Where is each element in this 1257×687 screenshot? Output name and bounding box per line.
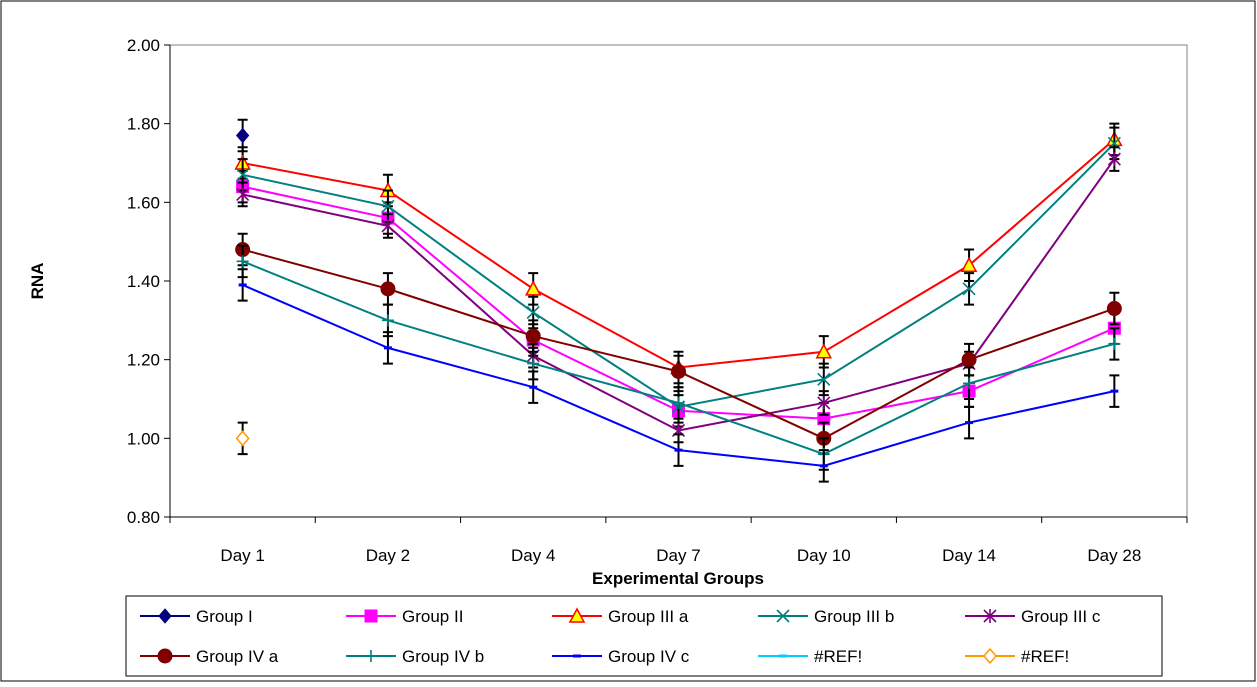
data-point [1107,152,1121,167]
legend-label: Group IV c [608,647,690,666]
y-tick-label: 1.20 [127,351,160,370]
series-layer [234,118,1123,483]
data-point [529,385,538,389]
data-point [235,430,250,447]
legend-item: #REF! [965,647,1069,666]
y-axis: 0.80 1.00 1.20 1.40 1.60 1.80 2.00 [127,36,171,527]
data-point [526,305,540,320]
data-point [236,255,249,268]
data-point [525,328,541,344]
data-point [1110,389,1119,393]
legend-marker [776,609,790,623]
data-point [960,256,978,273]
legend: Group I Group II Group III a Group III b Gro… [140,607,1101,666]
x-tick-label: Day 10 [797,546,851,565]
data-point [963,377,976,390]
series-7 [237,268,1120,483]
legend-label: Group III c [1021,607,1101,626]
data-point [380,281,396,297]
legend-label: Group IV a [196,647,279,666]
data-point [1106,301,1122,317]
legend-label: Group IV b [402,647,484,666]
x-tick-label: Day 28 [1087,546,1141,565]
data-point [381,218,395,233]
data-point [671,363,686,379]
data-point [965,421,974,425]
data-point [527,357,540,370]
y-tick-label: 1.60 [127,193,160,212]
legend-marker [983,609,997,623]
x-axis: Day 1 Day 2 Day 4 Day 7 Day 10 Day 14 Day 28 [169,516,1188,565]
data-point [236,187,250,202]
x-axis-title: Experimental Groups [592,569,764,588]
legend-item: Group IV a [140,647,279,666]
data-point [672,396,685,409]
data-point [961,352,977,368]
legend-label: #REF! [1021,647,1069,666]
legend-marker [365,650,377,662]
legend-label: Group I [196,607,253,626]
x-tick-label: Day 4 [511,546,555,565]
x-tick-label: Day 7 [656,546,700,565]
legend-item: Group IV b [346,647,484,666]
legend-item: Group IV c [552,647,690,666]
x-tick-label: Day 14 [942,546,996,565]
data-point [381,199,395,213]
series-9 [235,421,250,456]
data-point [819,464,828,468]
legend-marker [568,607,586,623]
data-point [381,314,394,327]
y-tick-label: 2.00 [127,36,160,55]
data-point [235,127,250,144]
y-tick-label: 1.80 [127,115,160,134]
data-point [236,168,250,182]
legend-item: Group III c [965,607,1101,626]
y-tick-label: 1.40 [127,272,160,291]
legend-marker [779,654,787,658]
legend-item: Group I [140,607,253,626]
legend-marker [158,608,172,624]
legend-label: #REF! [814,647,862,666]
y-tick-label: 1.00 [127,429,160,448]
data-point [815,343,833,359]
data-point [817,372,831,386]
y-tick-label: 0.80 [127,508,160,527]
data-point [383,346,392,350]
legend-marker [364,609,378,623]
legend-label: Group II [402,607,463,626]
data-point [674,448,683,452]
legend-item: Group II [346,607,463,626]
legend-label: Group III a [608,607,689,626]
x-tick-label: Day 2 [366,546,410,565]
data-point [1108,337,1121,350]
legend-marker [983,647,997,665]
data-point [238,283,247,287]
legend-item: #REF! [758,647,862,666]
y-axis-title: RNA [28,263,47,300]
legend-label: Group III b [814,607,894,626]
legend-marker [157,648,173,664]
legend-item: Group III a [552,607,689,626]
data-point [817,395,831,410]
data-point [524,280,542,296]
legend-item: Group III b [758,607,894,626]
legend-marker [573,654,581,658]
x-tick-label: Day 1 [220,546,264,565]
data-point [962,282,976,296]
